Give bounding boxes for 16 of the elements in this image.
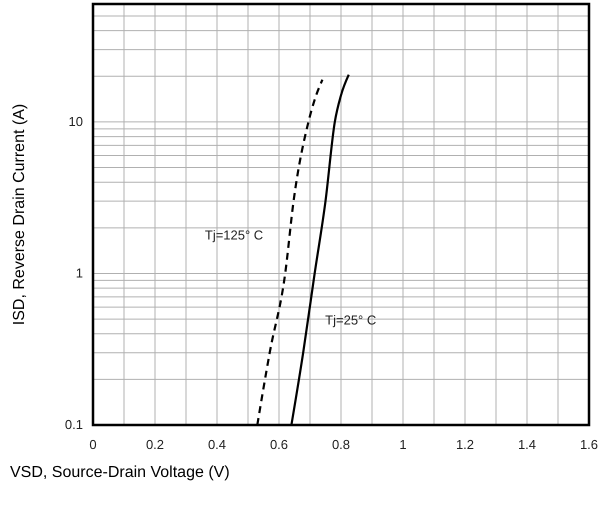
x-tick-label: 0 [89, 437, 97, 452]
x-tick-label: 0.6 [270, 437, 288, 452]
y-tick-label: 0.1 [64, 417, 83, 432]
x-axis-title: VSD, Source-Drain Voltage (V) [10, 464, 230, 481]
series-label: Tj=25° C [325, 312, 376, 328]
x-tick-label: 1.2 [456, 437, 474, 452]
y-tick-label: 10 [68, 114, 83, 129]
x-tick-label: 1.4 [518, 437, 536, 452]
y-tick-label: 1 [76, 265, 83, 280]
x-tick-label: 0.4 [208, 437, 226, 452]
x-tick-label: 0.8 [332, 437, 350, 452]
x-tick-label: 0.2 [146, 437, 164, 452]
series-label: Tj=125° C [204, 227, 264, 242]
y-axis-title: ISD, Reverse Drain Current (A) [11, 104, 28, 326]
x-tick-label: 1.6 [580, 437, 598, 452]
x-tick-label: 1 [399, 437, 407, 452]
